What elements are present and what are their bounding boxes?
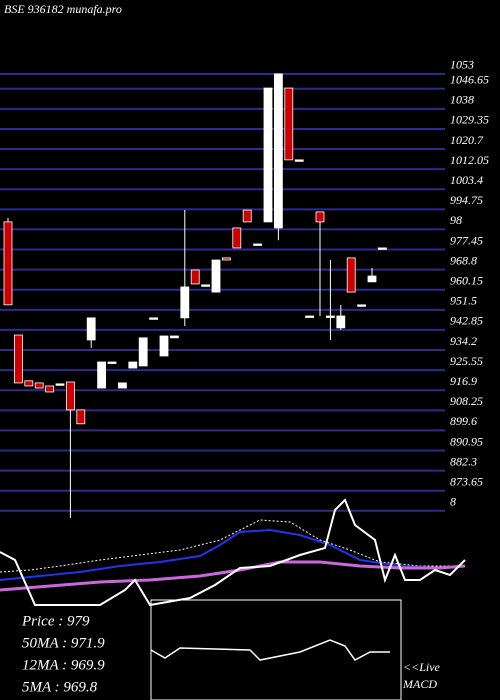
chart-title: BSE 936182 munafa.pro	[4, 2, 122, 16]
candle-body	[107, 361, 117, 364]
y-tick-label: 873.65	[450, 474, 483, 488]
candle-body	[377, 247, 387, 250]
y-tick-label: 968.8	[450, 253, 477, 267]
candle-body	[315, 211, 325, 223]
y-tick-label: 1020.7	[450, 133, 484, 147]
candle-body	[159, 335, 169, 357]
candle-body	[242, 209, 252, 223]
candle-body	[357, 304, 367, 307]
y-tick-label: 882.3	[450, 454, 477, 468]
candle-body	[86, 317, 96, 341]
price-line	[0, 498, 466, 607]
macd-label: <<Live	[403, 660, 441, 674]
candle-body	[190, 269, 200, 285]
y-tick-label: 916.9	[450, 374, 477, 388]
candle-body	[346, 257, 356, 293]
macd-line	[150, 639, 390, 661]
y-tick-label: 994.75	[450, 193, 483, 207]
info-text: 12MA : 969.9	[22, 657, 105, 673]
candle-body	[284, 87, 294, 161]
candle-body	[97, 361, 106, 389]
candle-body	[294, 159, 304, 162]
y-tick-label: 899.6	[450, 414, 477, 428]
candle-body	[169, 335, 179, 339]
candle-body	[305, 315, 315, 318]
info-text: 5MA : 969.8	[22, 679, 98, 695]
candle-body	[201, 284, 211, 287]
candle-body	[180, 286, 190, 319]
macd-label: MACD	[402, 677, 437, 691]
info-text: 50MA : 971.9	[22, 635, 105, 651]
y-tick-label: 960.15	[450, 273, 483, 287]
candle-body	[3, 221, 13, 306]
candle-body	[336, 315, 346, 329]
y-tick-label: 925.55	[450, 354, 483, 368]
y-tick-label: 1053	[450, 58, 474, 72]
y-tick-label: 942.85	[450, 314, 483, 328]
candle-body	[45, 385, 54, 393]
y-tick-label: 8	[450, 495, 456, 509]
candle-body	[232, 227, 242, 249]
candle-body	[24, 380, 34, 387]
candle-body	[273, 73, 283, 229]
candle-body	[55, 383, 65, 386]
candle-body	[149, 317, 159, 320]
candle-body	[13, 334, 23, 384]
y-tick-label: 977.45	[450, 233, 483, 247]
y-tick-label: 934.2	[450, 334, 477, 348]
y-tick-label: 1003.4	[450, 173, 483, 187]
candle-body	[211, 259, 221, 293]
candle-body	[138, 337, 148, 367]
ma-line	[0, 528, 466, 581]
candle-body	[128, 361, 138, 369]
y-tick-label: 1038	[450, 93, 474, 107]
indicator-lines	[0, 498, 466, 607]
y-tick-label: 890.95	[450, 434, 483, 448]
y-tick-label: 1012.05	[450, 153, 489, 167]
y-tick-label: 951.5	[450, 294, 477, 308]
info-text: Price : 979	[21, 613, 90, 629]
candle-body	[325, 315, 335, 318]
candle-body	[118, 382, 127, 389]
y-tick-label: 908.25	[450, 394, 483, 408]
candle-body	[66, 381, 75, 411]
y-tick-label: 1046.65	[450, 72, 489, 86]
candle-body	[367, 275, 377, 283]
ma-line	[0, 519, 465, 573]
candle-body	[253, 243, 263, 246]
candle-body	[221, 257, 231, 261]
y-tick-label: 1029.35	[450, 113, 489, 127]
candle-body	[34, 382, 44, 389]
y-tick-label: 98	[450, 213, 462, 227]
candle-body	[263, 87, 273, 223]
candle-body	[76, 409, 86, 425]
